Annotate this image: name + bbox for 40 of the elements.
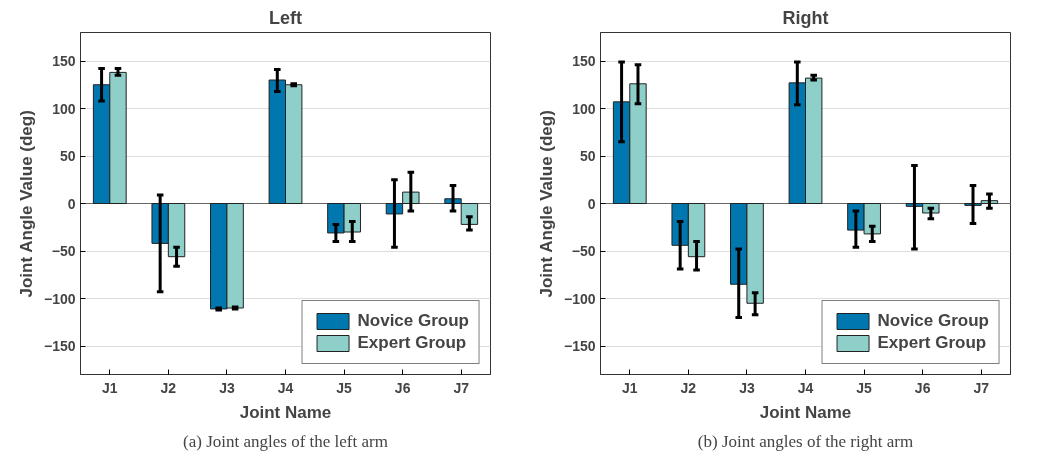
y-axis-title: Joint Angle Value (deg) — [16, 110, 36, 298]
y-tick-label: −50 — [51, 243, 76, 259]
x-tick-label: J1 — [102, 379, 118, 396]
text: (b) Joint angles of the right arm — [697, 431, 914, 451]
y-tick-label: −150 — [563, 338, 596, 354]
legend-label: Novice Group — [877, 311, 989, 331]
y-tick-label: 100 — [52, 100, 76, 117]
x-tick-label: J6 — [394, 379, 411, 396]
chart-title: Right — [782, 7, 829, 28]
y-tick-label: −50 — [571, 243, 596, 259]
y-tick-label: −100 — [43, 290, 76, 307]
x-axis-title: Joint Name — [759, 402, 852, 422]
y-tick-label: 0 — [587, 195, 596, 212]
y-tick-label: 100 — [572, 100, 596, 117]
legend-label: Expert Group — [357, 333, 467, 353]
x-tick-label: J5 — [336, 379, 353, 396]
x-tick-label: J2 — [160, 379, 177, 396]
x-tick-label: J4 — [797, 379, 814, 396]
y-tick-label: −150 — [43, 338, 76, 354]
chart-title: Left — [269, 7, 302, 28]
x-tick-label: J7 — [973, 379, 990, 396]
y-tick-label: 150 — [52, 53, 76, 69]
y-tick-label: 150 — [572, 53, 596, 69]
y-tick-label: −100 — [563, 290, 596, 307]
x-tick-label: J3 — [219, 379, 235, 396]
x-tick-label: J6 — [914, 379, 931, 396]
x-tick-label: J3 — [739, 379, 755, 396]
x-tick-label: J1 — [622, 379, 638, 396]
x-tick-label: J4 — [277, 379, 294, 396]
x-tick-label: J7 — [453, 379, 470, 396]
legend-label: Expert Group — [877, 333, 987, 353]
x-axis-title: Joint Name — [239, 402, 332, 422]
y-axis-title: Joint Angle Value (deg) — [536, 110, 556, 298]
y-tick-label: 0 — [67, 195, 76, 212]
x-tick-label: J2 — [680, 379, 697, 396]
text: (a) Joint angles of the left arm — [183, 431, 388, 451]
y-tick-label: 50 — [59, 148, 76, 164]
legend-label: Novice Group — [357, 311, 469, 331]
x-tick-label: J5 — [856, 379, 873, 396]
y-tick-label: 50 — [579, 148, 596, 164]
